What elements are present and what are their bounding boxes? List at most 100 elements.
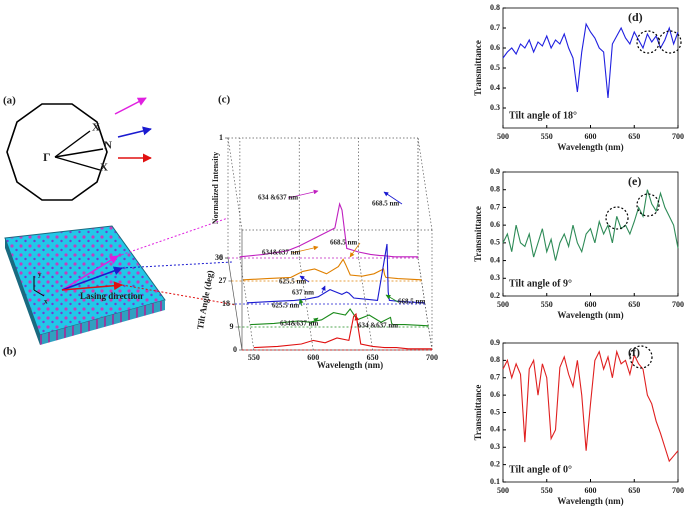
axis-label: y xyxy=(38,271,42,279)
arrow xyxy=(114,97,147,115)
grid-line xyxy=(239,257,255,351)
y-tick-label: 1 xyxy=(219,133,223,142)
annotation: 668.5 nm xyxy=(398,298,425,306)
grid-line xyxy=(298,257,314,351)
annotation: 634&637 nm xyxy=(280,320,318,328)
y-tick-label: 0.4 xyxy=(490,255,500,264)
y-tick-label: 0.9 xyxy=(490,167,500,176)
z-tick-label: 36 xyxy=(215,253,223,262)
data-line xyxy=(502,189,679,261)
x-tick-label: 700 xyxy=(672,486,684,495)
y-tick-label: 0.5 xyxy=(490,238,500,247)
annotation: 668.5 nm xyxy=(330,239,357,247)
x-tick-label: 600 xyxy=(585,132,597,141)
x-tick-label: 600 xyxy=(585,300,597,309)
x-tick-label: 650 xyxy=(367,353,379,362)
annotation: 625.5 nm xyxy=(272,302,299,310)
y-tick-label: 0.7 xyxy=(490,202,500,211)
panel-label: (a) xyxy=(3,95,16,107)
x-tick-label: 550 xyxy=(541,486,553,495)
x-tick-label: 500 xyxy=(497,300,509,309)
annotation-arrow xyxy=(287,189,319,199)
tilt-label: Tilt angle of 9° xyxy=(509,278,572,289)
x-tick-label: 550 xyxy=(248,353,260,362)
annotation-arrow xyxy=(385,294,399,303)
highlight-circle xyxy=(636,30,660,54)
highlight-circle xyxy=(658,30,682,54)
x-axis-label: Wavelength (nm) xyxy=(557,310,623,320)
y-tick-label: 0.6 xyxy=(490,220,500,229)
y-axis-label: Normalized Intensity xyxy=(211,152,220,224)
y-tick-label: 0.7 xyxy=(490,373,500,382)
tilt-label: Tilt angle of 0° xyxy=(509,464,572,475)
spectrum xyxy=(250,308,429,327)
zone-lines xyxy=(54,130,104,171)
y-axis-label: Transmittance xyxy=(473,385,483,441)
slab-top xyxy=(4,225,166,336)
x-tick-label: 600 xyxy=(307,353,319,362)
y-tick-label: 0.3 xyxy=(490,442,500,451)
point-label: N xyxy=(104,140,112,152)
y-tick-label: 0.5 xyxy=(490,407,500,416)
panel-label: (b) xyxy=(3,346,17,358)
arrow xyxy=(117,126,152,138)
x-tick-label: 700 xyxy=(426,353,438,362)
x-tick-label: 700 xyxy=(672,300,684,309)
z-tick-label: 18 xyxy=(222,299,230,308)
x-tick-label: 550 xyxy=(541,300,553,309)
box-edge xyxy=(227,137,243,231)
point-label: X xyxy=(100,162,108,174)
plot-frame xyxy=(502,342,679,483)
panel-label: (c) xyxy=(218,94,231,106)
annotation-arrow xyxy=(354,315,360,327)
annotation-arrow xyxy=(299,275,310,283)
y-tick-label: 0.2 xyxy=(490,291,500,300)
y-axis-label: Transmittance xyxy=(473,206,483,262)
x-tick-label: 550 xyxy=(541,132,553,141)
annotation: 634 &637 nm xyxy=(258,194,298,202)
y-tick-label: 0.9 xyxy=(490,338,500,347)
annotation: 634&637 nm xyxy=(262,249,300,257)
point-label: Γ xyxy=(43,150,51,164)
y-tick-label: 0 xyxy=(219,253,223,262)
annotation: 625.5 nm xyxy=(279,278,306,286)
slab-front xyxy=(40,300,165,345)
y-tick-label: 0.3 xyxy=(490,273,500,282)
highlight-circle xyxy=(636,193,660,217)
x-tick-label: 500 xyxy=(497,486,509,495)
x-tick-label: 650 xyxy=(628,132,640,141)
brillouin-zone xyxy=(6,103,108,201)
y-tick-label: 0.6 xyxy=(490,390,500,399)
arrow xyxy=(61,255,119,291)
guide-lines xyxy=(117,217,237,306)
spectrum xyxy=(243,258,422,281)
z-tick-label: 9 xyxy=(230,322,234,331)
y-tick-label: 0.8 xyxy=(490,355,500,364)
annotation-arrow xyxy=(298,298,304,307)
axis-label: x xyxy=(44,298,48,306)
data-line xyxy=(502,22,679,99)
x-axis-label: Wavelength (nm) xyxy=(557,142,623,152)
y-tick-label: 0.3 xyxy=(490,103,500,112)
panel-label: (d) xyxy=(628,10,643,24)
highlight-circle xyxy=(629,345,653,369)
panel-label: (e) xyxy=(628,174,641,188)
annotation-arrow xyxy=(383,191,403,205)
y-axis-label: Transmittance xyxy=(473,40,483,96)
x-axis-label: Wavelength (nm) xyxy=(317,360,383,370)
point-label: X xyxy=(92,122,100,134)
y-tick-label: 0.6 xyxy=(490,43,500,52)
data-line xyxy=(502,349,679,463)
annotation-arrow xyxy=(349,242,361,258)
x-axis-label: Wavelength (nm) xyxy=(557,496,623,506)
x-tick-label: 700 xyxy=(672,132,684,141)
spectrum xyxy=(253,312,432,350)
y-tick-label: 0.1 xyxy=(490,477,500,486)
annotation: 637 nm xyxy=(292,289,314,297)
y-tick-label: 0.8 xyxy=(490,185,500,194)
annotation-arrow xyxy=(321,285,326,294)
annotation-arrow xyxy=(291,245,319,254)
grid-line xyxy=(358,257,373,351)
z-tick-label: 0 xyxy=(233,345,237,354)
